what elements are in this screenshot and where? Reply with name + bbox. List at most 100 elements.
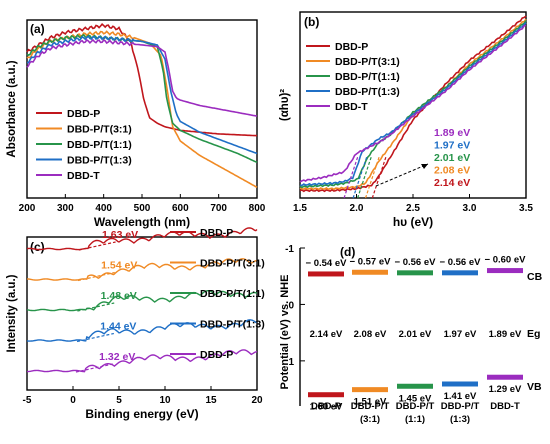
panel-d-ytick-label-2: 1 — [288, 357, 294, 368]
panel-a-legend-2: DBD-P/T(1:1) — [67, 139, 132, 151]
panel-d-vb-label-2: 1.45 eV — [399, 393, 432, 404]
panel-c-line-2 — [26, 290, 258, 312]
panel-d-cb-label-1: − 0.57 eV — [350, 256, 392, 267]
panel-c-tangent-0 — [78, 241, 116, 251]
panel-a-label: (a) — [30, 22, 45, 36]
panel-b-arrow — [375, 163, 429, 187]
panel-d-category-1-1: (3:1) — [360, 414, 380, 425]
panel-c-legend-1: DBD-P/T(3:1) — [200, 258, 265, 270]
panel-c-tangent-3 — [76, 332, 114, 343]
panel-b-legend-2: DBD-P/T(1:1) — [335, 71, 400, 83]
panel-b-gap-label-4: 2.14 eV — [434, 177, 470, 189]
panel-a-xtick-label-0: 200 — [19, 203, 36, 214]
panel-b-legend-1: DBD-P/T(3:1) — [335, 56, 400, 68]
panel-b-xtick-label-2: 2.5 — [406, 203, 420, 214]
panel-a-legend-1: DBD-P/T(3:1) — [67, 124, 132, 136]
panel-d-category-3-1: (1:3) — [450, 414, 470, 425]
panel-b-xtick-label-1: 2.0 — [350, 203, 364, 214]
panel-b-ylabel: (αhυ)² — [279, 89, 291, 121]
panel-a-line-0 — [26, 23, 258, 137]
panel-d-ytick-label-0: -1 — [285, 244, 294, 255]
panel-c-line-3 — [26, 319, 258, 342]
panel-b-label: (b) — [304, 15, 319, 29]
panel-a-line-3 — [26, 35, 258, 155]
panel-a-xtick-label-5: 700 — [210, 203, 227, 214]
panel-b-gap-label-2: 2.01 eV — [434, 152, 470, 164]
panel-c-vbm-label-3: 1.44 eV — [100, 321, 136, 333]
panel-d-cb-label-3: − 0.56 eV — [440, 257, 482, 268]
panel-a-xtick-label-4: 600 — [172, 203, 189, 214]
panel-d-cb-side-label: CB — [527, 271, 543, 283]
panel-b-xtick-label-0: 1.5 — [293, 203, 307, 214]
panel-d-eg-label-0: 2.14 eV — [310, 329, 343, 340]
panel-d-cb-bar-2 — [397, 270, 433, 276]
panel-c-xtick-label-3: 10 — [159, 395, 171, 406]
panel-d-category-2-1: (1:1) — [405, 414, 425, 425]
panel-c-line-1 — [26, 258, 258, 281]
panel-c-vbm-label-2: 1.48 eV — [101, 290, 137, 302]
panel-d-eg-label-2: 2.01 eV — [399, 329, 432, 340]
panel-c-xtick-label-5: 20 — [251, 395, 263, 406]
panel-b-tangent-3 — [352, 156, 368, 199]
panel-d-vb-bar-3 — [442, 381, 478, 387]
panel-d-cb-label-0: − 0.54 eV — [306, 258, 348, 269]
panel-c-legend-3: DBD-P/T(1:3) — [200, 319, 265, 331]
panel-d-category-1-0: DBD-P/T — [351, 401, 390, 412]
panel-d-cb-bar-0 — [308, 271, 344, 277]
panel-d-vb-label-0: 1.60 eV — [310, 402, 343, 413]
panel-d-cb-bar-4 — [487, 268, 523, 274]
panel-b-legend-4: DBD-T — [335, 101, 368, 113]
panel-b-legend-0: DBD-P — [335, 41, 368, 53]
panel-b-xtick-label-3: 3.0 — [463, 203, 477, 214]
panel-d-vb-bar-4 — [487, 374, 523, 380]
panel-a-xtick-label-2: 400 — [95, 203, 112, 214]
panel-c-xtick-label-4: 15 — [205, 395, 217, 406]
panel-c-xtick-label-2: 5 — [116, 395, 122, 406]
panel-d-cb-bar-3 — [442, 270, 478, 276]
panel-b-tangent-4 — [343, 156, 359, 199]
panel-b-line-3 — [299, 22, 527, 187]
panel-b-tangent-2 — [357, 156, 372, 199]
panel-d-ytick-label-1: 0 — [288, 300, 294, 311]
panel-b-tangent-0 — [371, 156, 387, 199]
panel-d-eg-side-label: Eg — [527, 328, 540, 340]
panel-a-xlabel: Wavelength (nm) — [94, 215, 190, 229]
panel-d-vb-label-3: 1.41 eV — [444, 391, 477, 402]
panel-d-vb-bar-0 — [308, 392, 344, 398]
panel-c-legend-0: DBD-P — [200, 227, 233, 239]
panel-c-tangent-4 — [75, 363, 113, 373]
panel-d-eg-label-3: 1.97 eV — [444, 329, 477, 340]
panel-c-vbm-label-1: 1.54 eV — [101, 260, 137, 272]
panel-d-eg-label-4: 1.89 eV — [489, 329, 522, 340]
panel-c-frame — [26, 236, 258, 391]
panel-a-xtick-label-6: 800 — [249, 203, 266, 214]
panel-d-vb-bar-2 — [397, 383, 433, 389]
panel-a-legend-0: DBD-P — [67, 108, 100, 120]
panel-b-gap-label-1: 1.97 eV — [434, 140, 470, 152]
panel-c-ylabel: Intensity (a.u.) — [6, 274, 18, 352]
panel-c-legend-4: DBD-P — [200, 349, 233, 361]
panel-d-category-3-0: DBD-P/T — [441, 401, 480, 412]
panel-c-xtick-label-1: 0 — [70, 395, 76, 406]
panel-c-line-0 — [26, 227, 258, 251]
panel-d-vb-bar-1 — [352, 387, 388, 393]
panel-a-ylabel: Absorbance (a.u.) — [6, 60, 18, 157]
panel-d-cb-bar-1 — [352, 269, 388, 275]
panel-d-label: (d) — [340, 245, 355, 259]
panel-b-line-1 — [299, 18, 527, 191]
panel-a-legend-4: DBD-T — [67, 170, 100, 182]
panel-b-tangent-1 — [364, 156, 380, 199]
panel-a-legend-3: DBD-P/T(1:3) — [67, 155, 132, 167]
panel-b-gap-label-3: 2.08 eV — [434, 165, 470, 177]
panel-b-xtick-label-4: 3.5 — [519, 203, 533, 214]
panel-b-arrowhead — [421, 164, 428, 169]
panel-c-xtick-label-0: -5 — [23, 395, 32, 406]
panel-c-tangent-2 — [77, 302, 115, 312]
panel-b-line-0 — [299, 15, 527, 193]
panel-d-vb-side-label: VB — [527, 381, 542, 393]
panel-d-vb-label-1: 1.51 eV — [354, 397, 387, 408]
panel-c-vbm-label-4: 1.32 eV — [99, 351, 135, 363]
panel-a-xtick-label-3: 500 — [134, 203, 151, 214]
panel-d-category-4-0: DBD-T — [490, 401, 520, 412]
